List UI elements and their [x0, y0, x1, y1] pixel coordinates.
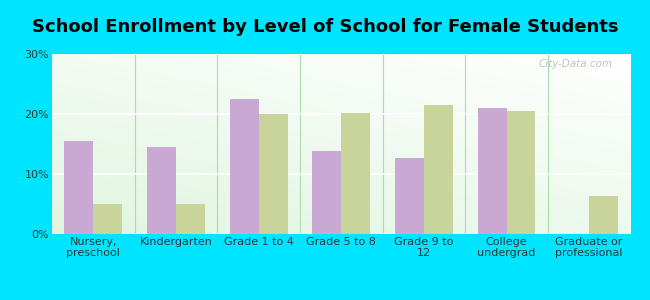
Text: City-Data.com: City-Data.com	[539, 59, 613, 69]
Bar	[589, 196, 618, 234]
Bar	[64, 141, 94, 234]
Bar	[229, 99, 259, 234]
Bar	[506, 111, 536, 234]
Text: School Enrollment by Level of School for Female Students: School Enrollment by Level of School for…	[32, 18, 618, 36]
Bar	[341, 113, 370, 234]
Bar	[259, 114, 287, 234]
Bar	[94, 204, 122, 234]
Bar	[395, 158, 424, 234]
Bar	[424, 105, 453, 234]
Bar	[147, 147, 176, 234]
Bar	[478, 108, 506, 234]
Bar	[312, 151, 341, 234]
Bar	[176, 204, 205, 234]
